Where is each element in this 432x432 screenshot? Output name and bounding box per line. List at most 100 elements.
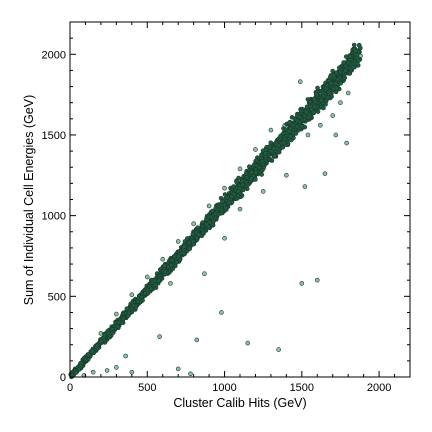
dense-point [142, 291, 148, 296]
dense-point [328, 81, 334, 86]
dense-point [196, 232, 202, 237]
dense-point [243, 171, 249, 176]
dense-point [343, 54, 349, 59]
dense-point [181, 244, 187, 249]
data-point [157, 334, 162, 339]
dense-point [210, 208, 215, 214]
dense-point [302, 113, 308, 119]
dense-point [315, 85, 320, 91]
dense-point [259, 158, 265, 164]
data-point [194, 337, 200, 343]
dense-point [172, 253, 177, 259]
dense-point [267, 145, 272, 150]
dense-point [249, 170, 254, 175]
dense-point [187, 246, 193, 251]
dense-point [126, 310, 132, 316]
dense-point [342, 75, 348, 81]
dense-point [219, 207, 224, 213]
dense-point [293, 131, 299, 136]
dense-point [343, 68, 348, 73]
y-tick-label: 1500 [42, 130, 66, 142]
dense-point [73, 370, 79, 375]
dense-point [323, 101, 328, 107]
data-point [338, 100, 343, 105]
dense-point [254, 158, 259, 164]
dense-point [294, 124, 300, 129]
dense-point [229, 194, 234, 199]
data-point [237, 166, 243, 172]
data-point [302, 184, 308, 189]
dense-point [220, 199, 225, 204]
dense-point [355, 55, 361, 61]
dense-point [89, 349, 95, 354]
dense-point [131, 303, 137, 308]
dense-point [314, 91, 320, 97]
dense-point [259, 172, 264, 177]
dense-point [251, 162, 257, 168]
data-point [245, 340, 251, 346]
dense-point [288, 134, 293, 139]
data-point [202, 271, 207, 277]
data-point [253, 147, 258, 152]
dense-point [299, 124, 305, 129]
dense-point [153, 282, 159, 288]
data-point [90, 369, 96, 375]
dense-point [176, 254, 181, 260]
dense-point [295, 118, 300, 124]
dense-point [204, 217, 209, 222]
dense-point [287, 129, 292, 134]
dense-point [76, 367, 82, 372]
data-point [175, 366, 181, 372]
dense-point [338, 80, 343, 86]
dense-point [351, 42, 357, 48]
dense-point [297, 114, 303, 120]
dense-point [278, 133, 283, 139]
dense-point [115, 324, 120, 329]
data-point [276, 347, 281, 352]
data-point [305, 132, 311, 138]
dense-point [169, 257, 175, 263]
dense-point [148, 286, 154, 291]
dense-point [170, 266, 176, 272]
data-point [237, 206, 243, 212]
dense-point [304, 104, 310, 110]
data-point [188, 371, 193, 377]
dense-point [259, 167, 265, 173]
dense-point [280, 144, 286, 150]
dense-point [271, 146, 277, 152]
dense-band [68, 42, 363, 380]
dense-point [156, 278, 162, 283]
dense-point [152, 277, 158, 283]
y-tick-label: 500 [48, 291, 66, 303]
dense-point [263, 151, 268, 156]
dense-point [168, 262, 174, 268]
y-tick-label: 1000 [42, 211, 66, 223]
dense-point [318, 97, 324, 103]
dense-point [347, 71, 353, 76]
dense-point [330, 86, 336, 92]
dense-point [253, 170, 258, 175]
dense-point [99, 338, 104, 344]
x-tick-label: 1500 [290, 382, 314, 394]
data-point [129, 292, 135, 298]
x-tick-label: 0 [67, 382, 73, 394]
dense-point [306, 114, 311, 120]
dense-point [321, 105, 326, 111]
dense-point [312, 104, 317, 110]
dense-point [237, 186, 242, 191]
dense-point [186, 240, 192, 246]
dense-point [69, 372, 75, 378]
dense-point [315, 109, 321, 114]
dense-point [200, 230, 206, 236]
data-point [114, 311, 119, 317]
y-axis-label: Sum of Individual Cell Energies (GeV) [22, 95, 36, 306]
data-point [297, 79, 303, 84]
dense-point [335, 77, 341, 82]
dense-point [324, 94, 330, 100]
dense-point [109, 330, 115, 335]
data-point [314, 277, 320, 283]
dense-point [204, 221, 209, 227]
dense-point [272, 153, 277, 159]
dense-point [281, 140, 286, 146]
dense-point [234, 179, 239, 185]
